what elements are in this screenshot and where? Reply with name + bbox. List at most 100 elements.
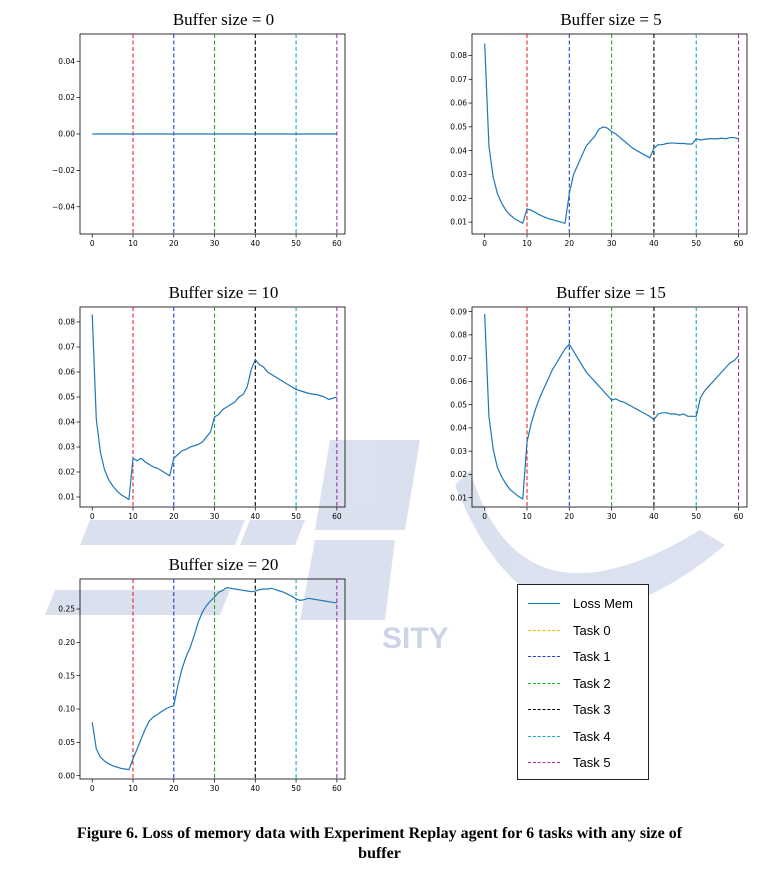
y-tick-label: 0.07 bbox=[450, 75, 467, 84]
y-tick-label: 0.01 bbox=[450, 493, 467, 502]
x-tick-label: 50 bbox=[291, 784, 301, 793]
y-tick-label: 0.10 bbox=[58, 705, 75, 714]
legend-item: Loss Mem bbox=[518, 595, 648, 613]
subplot-buffer-5: Buffer size = 5 0 10 20 30 40 50 60 0.01 0.02 0.0… bbox=[436, 10, 756, 260]
x-tick-label: 40 bbox=[251, 239, 261, 248]
x-tick-label: 10 bbox=[128, 784, 138, 793]
x-tick-label: 60 bbox=[332, 784, 342, 793]
y-tick-label: 0.07 bbox=[58, 343, 75, 352]
y-tick-label: 0.01 bbox=[450, 218, 467, 227]
x-tick-label: 60 bbox=[332, 239, 342, 248]
figure-caption: Figure 6. Loss of memory data with Exper… bbox=[0, 824, 759, 864]
legend-label: Task 0 bbox=[573, 622, 611, 638]
x-tick-label: 20 bbox=[565, 239, 575, 248]
legend-swatch bbox=[528, 709, 560, 710]
y-tick-label: 0.04 bbox=[450, 146, 467, 155]
y-tick-label: 0.25 bbox=[58, 605, 75, 614]
y-tick-label: 0.01 bbox=[58, 493, 75, 502]
legend: Loss Mem Task 0 Task 1 Task 2 Task 3 Task 4 Ta… bbox=[517, 584, 649, 780]
y-tick-label: 0.02 bbox=[58, 468, 75, 477]
y-tick-label: 0.04 bbox=[450, 424, 467, 433]
x-tick-label: 30 bbox=[210, 239, 220, 248]
x-tick-label: 20 bbox=[169, 784, 179, 793]
legend-label: Task 2 bbox=[573, 675, 611, 691]
legend-label: Task 4 bbox=[573, 728, 611, 744]
y-tick-label: 0.02 bbox=[450, 470, 467, 479]
y-tick-label: 0.03 bbox=[450, 447, 467, 456]
x-tick-label: 20 bbox=[169, 239, 179, 248]
legend-swatch bbox=[528, 656, 560, 657]
axes-frame bbox=[79, 578, 346, 780]
plot-area: 0 10 20 30 40 50 60 0.00 0.05 0.10 0.15 0.20 0.25 bbox=[58, 578, 346, 793]
subplot-title: Buffer size = 5 bbox=[560, 10, 662, 29]
legend-label: Task 1 bbox=[573, 649, 611, 664]
x-tick-label: 30 bbox=[210, 512, 220, 521]
y-tick-label: 0.09 bbox=[450, 307, 467, 316]
legend-label: Loss Mem bbox=[573, 596, 633, 611]
caption-line-1: Figure 6. Loss of memory data with Exper… bbox=[76, 825, 683, 842]
subplot-buffer-15: Buffer size = 15 0 10 20 30 40 50 60 0.01 0.02 0.… bbox=[436, 283, 756, 533]
legend-label: Task 3 bbox=[573, 702, 611, 717]
x-tick-label: 0 bbox=[482, 239, 487, 248]
x-tick-label: 10 bbox=[128, 512, 138, 521]
subplot-buffer-0: Buffer size = 0 0 10 20 30 40 50 60 −0.04 −0.02 0… bbox=[40, 10, 360, 260]
legend-item: Task 0 bbox=[518, 622, 648, 640]
caption-line-2: buffer bbox=[358, 845, 401, 862]
x-tick-label: 40 bbox=[649, 512, 659, 521]
x-tick-label: 50 bbox=[291, 239, 301, 248]
x-tick-label: 30 bbox=[607, 239, 617, 248]
series-line-loss-mem bbox=[484, 313, 739, 500]
subplot-buffer-20: Buffer size = 20 0 10 20 30 40 50 60 0.00 0.05 0.… bbox=[40, 555, 360, 805]
x-tick-label: 30 bbox=[607, 512, 617, 521]
legend-swatch bbox=[528, 762, 560, 763]
plot-area: 0 10 20 30 40 50 60 0.01 0.02 0.03 0.04 0.05 0.06 0.0… bbox=[450, 306, 748, 521]
y-tick-label: 0.06 bbox=[58, 368, 75, 377]
y-tick-label: 0.04 bbox=[58, 418, 75, 427]
y-tick-label: 0.02 bbox=[450, 194, 467, 203]
y-tick-label: 0.00 bbox=[58, 771, 75, 780]
axes-frame bbox=[471, 306, 748, 508]
y-tick-label: 0.05 bbox=[58, 738, 75, 747]
subplot-title: Buffer size = 0 bbox=[172, 10, 275, 29]
legend-item: Task 5 bbox=[518, 754, 648, 772]
y-tick-label: 0.02 bbox=[58, 93, 75, 102]
x-tick-label: 50 bbox=[691, 512, 701, 521]
subplot-buffer-10: Buffer size = 10 0 10 20 30 40 50 60 0.01 0.02 0.… bbox=[40, 283, 360, 533]
x-tick-label: 60 bbox=[734, 239, 744, 248]
x-tick-label: 20 bbox=[565, 512, 575, 521]
y-tick-label: 0.07 bbox=[450, 354, 467, 363]
y-tick-label: 0.06 bbox=[450, 377, 467, 386]
x-tick-label: 50 bbox=[291, 512, 301, 521]
axes-frame bbox=[79, 306, 346, 508]
y-tick-label: 0.05 bbox=[58, 393, 75, 402]
plot-area: 0 10 20 30 40 50 60 0.01 0.02 0.03 0.04 0.05 0.06 0.0… bbox=[450, 33, 748, 248]
legend-item: Task 1 bbox=[518, 648, 648, 666]
x-tick-label: 0 bbox=[90, 784, 95, 793]
y-tick-label: −0.04 bbox=[52, 202, 75, 211]
x-tick-label: 40 bbox=[251, 512, 261, 521]
plot-area: 0 10 20 30 40 50 60 0.01 0.02 0.03 0.04 0.05 0.06 0.0… bbox=[58, 306, 346, 521]
y-tick-label: 0.20 bbox=[58, 638, 75, 647]
x-tick-label: 60 bbox=[734, 512, 744, 521]
y-tick-label: 0.03 bbox=[450, 170, 467, 179]
x-tick-label: 10 bbox=[522, 239, 532, 248]
y-tick-label: −0.02 bbox=[52, 166, 75, 175]
y-tick-label: 0.05 bbox=[450, 400, 467, 409]
series-line-loss-mem bbox=[91, 314, 338, 501]
plot-area: 0 10 20 30 40 50 60 −0.04 −0.02 0.00 0.02 0.04 bbox=[52, 33, 346, 248]
legend-swatch bbox=[528, 682, 560, 684]
x-tick-label: 40 bbox=[251, 784, 261, 793]
series-line-loss-mem bbox=[484, 43, 739, 225]
y-tick-label: 0.08 bbox=[450, 331, 467, 340]
x-tick-label: 10 bbox=[128, 239, 138, 248]
legend-item: Task 3 bbox=[518, 701, 648, 719]
x-tick-label: 10 bbox=[522, 512, 532, 521]
legend-label: Task 5 bbox=[573, 755, 611, 770]
x-tick-label: 60 bbox=[332, 512, 342, 521]
subplot-title: Buffer size = 10 bbox=[168, 283, 279, 302]
y-tick-label: 0.03 bbox=[58, 443, 75, 452]
legend-swatch bbox=[528, 735, 560, 737]
y-tick-label: 0.05 bbox=[450, 122, 467, 131]
x-tick-label: 50 bbox=[691, 239, 701, 248]
subplot-title: Buffer size = 15 bbox=[556, 283, 666, 302]
